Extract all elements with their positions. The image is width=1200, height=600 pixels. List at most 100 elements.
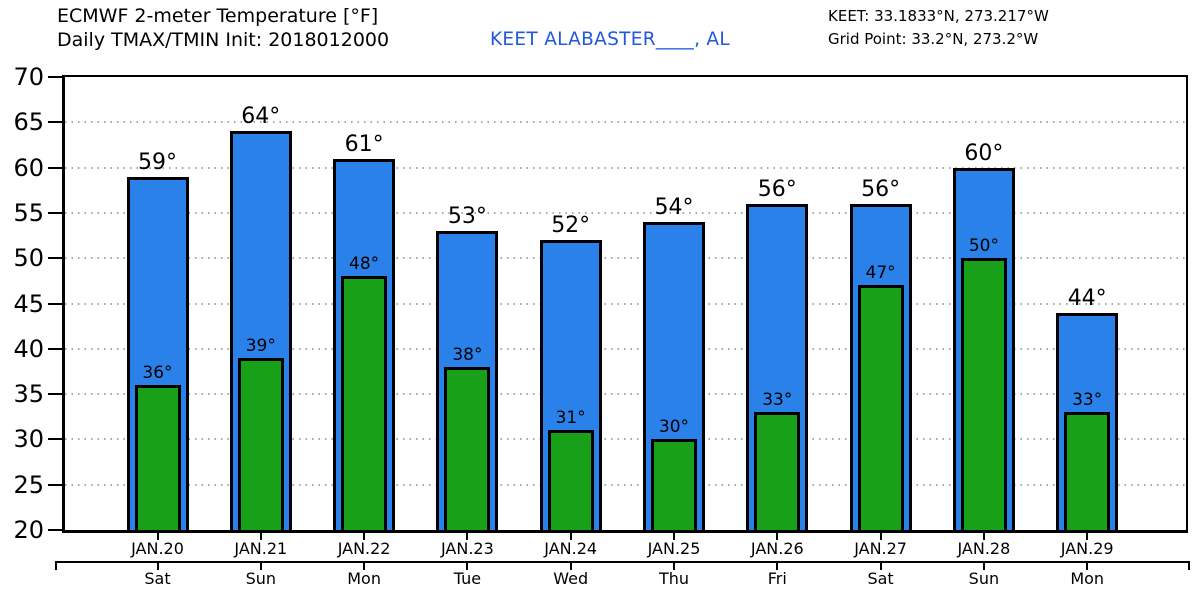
tmin-bar-JAN.20 bbox=[134, 385, 181, 530]
tmin-bar-JAN.29 bbox=[1064, 412, 1111, 530]
tmin-value-label-JAN.22: 48° bbox=[349, 254, 380, 275]
plot-area: 59° 36° 64° 39° 61° 48° 53° 38° 52° 31° 54° 30° 56° 3… bbox=[62, 75, 1188, 533]
tmin-bar-JAN.27 bbox=[857, 285, 904, 530]
weekday-tick-2 bbox=[363, 563, 366, 570]
y-axis-label-55: 55 bbox=[13, 198, 44, 227]
weekday-tick-1 bbox=[259, 563, 262, 570]
weekday-tick-5 bbox=[673, 563, 675, 570]
gridline-45 bbox=[65, 302, 1186, 305]
y-axis-label-65: 65 bbox=[13, 108, 44, 137]
tmax-value-label-JAN.20: 59° bbox=[138, 149, 177, 175]
tmin-value-label-JAN.28: 50° bbox=[968, 236, 999, 257]
weekday-label-5: Thu bbox=[658, 569, 690, 588]
weekday-tick-8 bbox=[982, 563, 985, 570]
gridline-40 bbox=[65, 347, 1186, 350]
weekday-tick-7 bbox=[879, 563, 882, 570]
y-axis-label-25: 25 bbox=[13, 470, 44, 499]
station-link[interactable]: KEET ALABASTER____, AL bbox=[490, 29, 730, 50]
date-tick-JAN.20 bbox=[156, 533, 159, 540]
tmin-value-label-JAN.29: 33° bbox=[1072, 390, 1103, 411]
weekday-tick-0 bbox=[156, 563, 159, 570]
date-label-JAN.29: JAN.29 bbox=[1060, 539, 1114, 558]
tmin-value-label-JAN.27: 47° bbox=[865, 263, 896, 284]
weekday-tick-9 bbox=[1086, 563, 1089, 570]
weekday-label-4: Wed bbox=[553, 569, 589, 588]
gridline-55 bbox=[65, 211, 1186, 214]
weekday-label-1: Sun bbox=[245, 569, 277, 588]
y-axis-tick-45 bbox=[48, 302, 62, 305]
date-tick-JAN.27 bbox=[879, 533, 882, 540]
y-axis-tick-55 bbox=[48, 211, 62, 214]
y-axis-tick-60 bbox=[48, 166, 62, 169]
tmax-value-label-JAN.25: 54° bbox=[654, 194, 694, 220]
tmin-value-label-JAN.20: 36° bbox=[142, 363, 173, 384]
weekday-tick-4 bbox=[569, 563, 572, 570]
weekday-axis-line bbox=[55, 561, 1190, 563]
date-tick-JAN.28 bbox=[982, 533, 985, 540]
tmin-bar-JAN.23 bbox=[444, 366, 491, 530]
y-axis-tick-70 bbox=[48, 76, 62, 78]
date-tick-JAN.21 bbox=[259, 533, 262, 540]
date-tick-JAN.29 bbox=[1086, 533, 1089, 540]
weekday-tick-6 bbox=[776, 563, 779, 570]
tmin-bar-JAN.25 bbox=[651, 439, 697, 530]
y-axis-label-60: 60 bbox=[13, 153, 44, 182]
date-label-JAN.26: JAN.26 bbox=[750, 539, 804, 558]
date-tick-JAN.24 bbox=[569, 533, 572, 540]
date-label-JAN.21: JAN.21 bbox=[234, 539, 288, 558]
y-axis-label-20: 20 bbox=[13, 516, 44, 544]
y-axis-tick-20 bbox=[48, 529, 62, 531]
weekday-label-0: Sat bbox=[144, 569, 171, 588]
weekday-axis-left-end-tick bbox=[55, 561, 57, 570]
y-axis-tick-65 bbox=[48, 121, 62, 124]
weekday-label-6: Fri bbox=[767, 569, 787, 588]
y-axis-label-70: 70 bbox=[13, 63, 44, 91]
y-axis-tick-25 bbox=[48, 483, 62, 486]
station-coordinates: KEET: 33.1833°N, 273.217°W bbox=[828, 7, 1049, 25]
tmax-value-label-JAN.23: 53° bbox=[447, 204, 487, 230]
weekday-tick-3 bbox=[466, 563, 469, 570]
y-axis-label-50: 50 bbox=[13, 244, 44, 273]
tmin-bar-JAN.24 bbox=[547, 430, 594, 530]
gridline-60 bbox=[65, 166, 1186, 169]
y-axis-label-45: 45 bbox=[13, 289, 44, 318]
date-label-JAN.27: JAN.27 bbox=[854, 539, 907, 558]
tmin-bar-JAN.21 bbox=[237, 357, 284, 530]
date-tick-JAN.22 bbox=[363, 533, 366, 540]
gridline-25 bbox=[65, 483, 1186, 486]
tmax-value-label-JAN.27: 56° bbox=[861, 176, 901, 202]
grid-point-coordinates: Grid Point: 33.2°N, 273.2°W bbox=[828, 30, 1039, 48]
date-tick-JAN.25 bbox=[673, 533, 675, 540]
tmax-value-label-JAN.24: 52° bbox=[551, 213, 591, 239]
weekday-label-7: Sat bbox=[867, 569, 894, 588]
y-axis-label-35: 35 bbox=[13, 380, 44, 409]
gridline-50 bbox=[65, 257, 1186, 260]
tmin-bar-JAN.28 bbox=[960, 258, 1007, 530]
date-label-JAN.28: JAN.28 bbox=[957, 539, 1011, 558]
tmin-bar-JAN.26 bbox=[754, 412, 801, 530]
tmin-bar-JAN.22 bbox=[341, 276, 388, 530]
chart-subtitle: Daily TMAX/TMIN Init: 2018012000 bbox=[57, 29, 390, 51]
tmin-value-label-JAN.26: 33° bbox=[762, 390, 793, 411]
y-axis-tick-40 bbox=[48, 347, 62, 350]
y-axis-label-30: 30 bbox=[13, 425, 44, 454]
tmin-value-label-JAN.23: 38° bbox=[452, 344, 483, 365]
tmax-value-label-JAN.29: 44° bbox=[1067, 285, 1107, 311]
date-label-JAN.20: JAN.20 bbox=[131, 539, 184, 558]
y-axis-tick-35 bbox=[48, 393, 62, 396]
tmin-value-label-JAN.24: 31° bbox=[555, 408, 586, 429]
date-label-JAN.23: JAN.23 bbox=[440, 539, 494, 558]
y-axis-tick-30 bbox=[48, 438, 62, 441]
date-label-JAN.24: JAN.24 bbox=[544, 539, 598, 558]
tmax-value-label-JAN.21: 64° bbox=[241, 104, 281, 130]
weekday-label-2: Mon bbox=[347, 569, 381, 588]
tmin-value-label-JAN.25: 30° bbox=[658, 417, 690, 438]
weekday-label-3: Tue bbox=[453, 569, 482, 588]
date-label-JAN.22: JAN.22 bbox=[337, 539, 391, 558]
tmax-value-label-JAN.26: 56° bbox=[757, 176, 797, 202]
date-label-JAN.25: JAN.25 bbox=[647, 539, 701, 558]
date-tick-JAN.23 bbox=[466, 533, 469, 540]
tmax-value-label-JAN.28: 60° bbox=[964, 140, 1004, 166]
date-tick-JAN.26 bbox=[776, 533, 779, 540]
